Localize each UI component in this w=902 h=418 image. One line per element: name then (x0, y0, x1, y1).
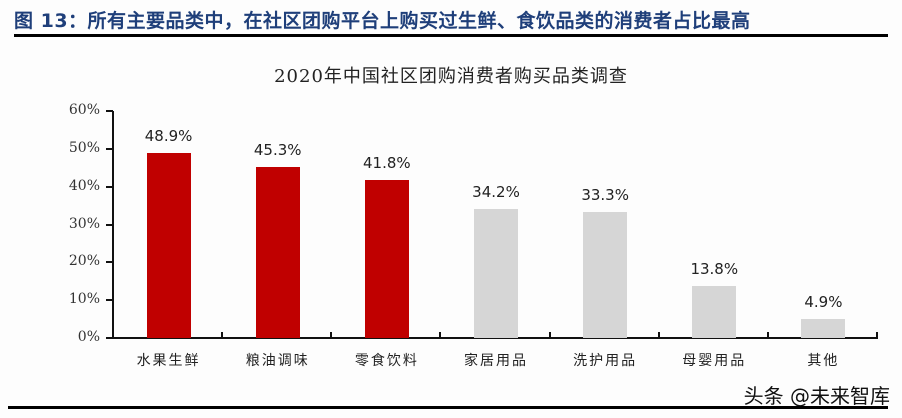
y-tick-label: 30% (68, 215, 100, 232)
y-tick (106, 147, 113, 150)
y-tick (106, 337, 113, 339)
y-tick (106, 299, 113, 302)
category-label: 洗护用品 (573, 353, 638, 369)
x-tick (548, 332, 551, 338)
bar-value-label: 34.2% (472, 182, 520, 201)
y-tick (106, 261, 113, 264)
bottom-divider (8, 406, 888, 409)
y-tick-label: 20% (68, 253, 100, 270)
title-divider (14, 34, 888, 37)
bar-value-label: 45.3% (253, 140, 302, 159)
x-tick (439, 332, 442, 338)
y-tick (106, 185, 113, 188)
bar (364, 179, 409, 338)
bar (255, 166, 300, 338)
y-tick-label: 40% (68, 177, 100, 194)
category-label: 水果生鲜 (136, 353, 201, 369)
x-tick (766, 332, 769, 338)
bar (474, 208, 518, 338)
bar-value-label: 48.9% (144, 126, 193, 145)
category-label: 其他 (807, 353, 840, 369)
x-tick (876, 332, 878, 338)
y-tick-label: 60% (68, 102, 100, 118)
bar (146, 152, 191, 338)
y-tick-label: 10% (68, 291, 100, 308)
watermark: 头条 @未来智库 (743, 384, 890, 408)
category-label: 家居用品 (464, 353, 528, 369)
bar-value-label: 33.3% (581, 186, 629, 204)
y-axis (112, 111, 114, 339)
y-tick (106, 110, 113, 112)
bar (583, 212, 628, 338)
x-tick (657, 332, 660, 338)
chart-title: 2020年中国社区团购消费者购买品类调查 (274, 66, 628, 87)
bar (692, 285, 737, 338)
y-tick (106, 223, 113, 226)
x-axis (112, 337, 878, 339)
bar-value-label: 41.8% (363, 153, 411, 172)
category-label: 母婴用品 (682, 353, 747, 369)
category-label: 粮油调味 (245, 353, 310, 369)
bar-value-label: 4.9% (804, 293, 843, 312)
bar (801, 319, 846, 338)
x-tick (330, 332, 333, 338)
y-tick-label: 50% (68, 139, 100, 156)
figure-title: 图 13：所有主要品类中，在社区团购平台上购买过生鲜、食饮品类的消费者占比最高 (14, 10, 751, 32)
y-tick-label: 0% (77, 329, 100, 345)
category-label: 零食饮料 (354, 353, 419, 369)
x-tick (221, 332, 224, 338)
bar-value-label: 13.8% (690, 259, 739, 278)
